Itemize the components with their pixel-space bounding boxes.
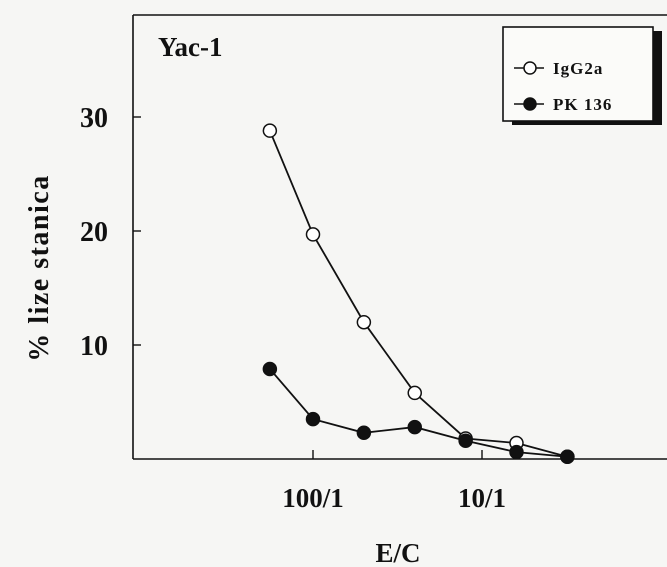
x-tick-label: 10/1 xyxy=(458,483,506,513)
x-tick-label: 100/1 xyxy=(282,483,344,513)
y-axis-label: % lize stanica xyxy=(24,174,55,361)
y-tick-label: 20 xyxy=(80,217,108,248)
data-point xyxy=(262,123,278,138)
x-axis-label: E/C xyxy=(375,538,420,567)
series-pk136 xyxy=(262,361,575,464)
legend-marker xyxy=(523,61,537,75)
legend-marker xyxy=(523,97,537,111)
legend-label: IgG2a xyxy=(553,59,603,78)
data-point xyxy=(262,361,278,377)
data-point xyxy=(305,227,321,242)
data-point xyxy=(407,419,422,435)
data-point xyxy=(458,433,473,449)
y-tick-label: 10 xyxy=(80,331,108,362)
data-point xyxy=(305,411,321,427)
axis-ticks: 10 20 30 100/1 10/1 xyxy=(80,103,506,513)
series-igg2a xyxy=(262,123,575,464)
series-line xyxy=(269,130,568,458)
plot-frame xyxy=(132,14,667,460)
chart-title: Yac-1 xyxy=(158,32,222,62)
series-layer xyxy=(262,123,575,464)
data-point xyxy=(356,314,372,330)
y-tick-label: 30 xyxy=(80,103,108,134)
legend: IgG2a PK 136 xyxy=(502,26,662,125)
data-point xyxy=(509,444,524,460)
data-point xyxy=(356,425,372,441)
legend-label: PK 136 xyxy=(553,95,612,114)
data-point xyxy=(560,449,575,464)
data-point xyxy=(407,385,422,401)
